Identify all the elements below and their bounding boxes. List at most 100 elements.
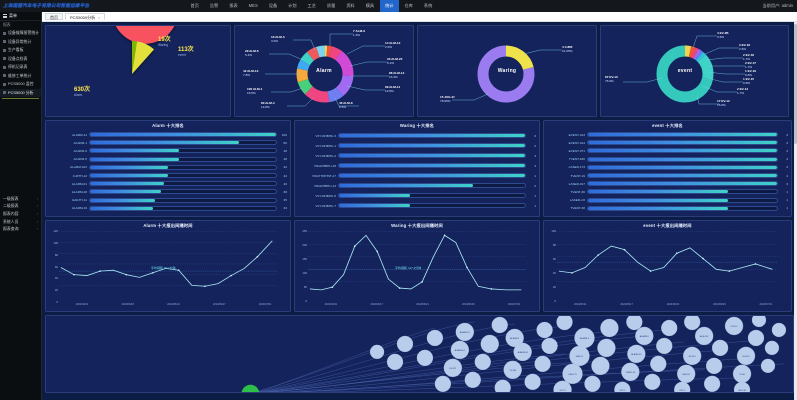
y-tick: 100 bbox=[302, 271, 307, 276]
topnav-item-10[interactable]: 统计 bbox=[379, 0, 399, 12]
table-row[interactable]: TVENT-19 4 bbox=[547, 171, 788, 179]
bar-value: 80 bbox=[283, 140, 287, 145]
table-row[interactable]: LASER-xO 1 bbox=[547, 196, 788, 204]
sidebar-item-2[interactable]: 生产看板 bbox=[0, 46, 41, 55]
alarm-slice-label-1: 14 ALM-12 2.6% bbox=[385, 41, 401, 49]
topnav-item-11[interactable]: 仓库 bbox=[404, 3, 413, 8]
table-row[interactable]: GAILTH-11 35 bbox=[49, 196, 287, 204]
table-row[interactable]: VXY-DNBHU-3 3 bbox=[298, 131, 536, 141]
table-row[interactable]: ALARM-1 80 bbox=[49, 139, 287, 147]
topnav-item-3[interactable]: MES bbox=[248, 3, 258, 8]
x-tick: 2024/06/21 bbox=[416, 303, 429, 306]
table-row[interactable]: EVENT-314 3 bbox=[547, 139, 788, 147]
alarm-donut-center: Alarm bbox=[316, 68, 332, 74]
table-row[interactable]: ALARM-01 40 bbox=[49, 180, 287, 188]
chevron-right-icon: › bbox=[36, 227, 38, 232]
table-row[interactable]: ALARM-102 42 bbox=[49, 163, 287, 171]
bar-fill bbox=[588, 182, 777, 186]
table-row[interactable]: VNGDHBHU-18 3 bbox=[298, 161, 536, 171]
sidebar-item-5[interactable]: 维修工单统计 bbox=[0, 72, 41, 81]
bar-fill bbox=[339, 194, 410, 197]
event-donut-chart: event 4 EV-2B 3.5% 3 EV-19 2.6% 2 EV-18 … bbox=[601, 26, 788, 116]
sidebar-bottom-item-0[interactable]: 一级报表 › bbox=[0, 195, 41, 203]
sidebar-item-4[interactable]: 停机记录表 bbox=[0, 63, 41, 72]
x-tick: 2024/06/11 bbox=[574, 303, 587, 306]
table-row[interactable]: LASER-173 3 bbox=[547, 163, 788, 171]
brand: 上海国望汽车电子有限公司智能运维平台 bbox=[0, 0, 185, 12]
bar-track bbox=[587, 205, 778, 211]
dashboard-row-donuts: 19次 Waring 113次 event 630次 Alarm bbox=[45, 25, 794, 117]
topnav-item-8[interactable]: 资料 bbox=[346, 3, 355, 8]
relation-graph-svg[interactable]: ALARM-11 ALARM-1 ALARM-9 ALARM-5 ALM-102… bbox=[46, 316, 793, 393]
event-slice-label-2: 2 EV-18 1.7% bbox=[743, 53, 755, 61]
close-icon[interactable]: × bbox=[98, 15, 101, 20]
table-row[interactable]: VNGTHOHNT-17 1 bbox=[298, 171, 536, 181]
table-row[interactable]: TVENT-180 4 bbox=[547, 155, 788, 163]
bar-value: 48 bbox=[283, 148, 287, 153]
topnav-item-6[interactable]: 工艺 bbox=[307, 3, 316, 8]
sidebar-item-6[interactable]: PCS5000 监控 bbox=[0, 80, 41, 89]
sidebar-item-1[interactable]: 设备异常统计 bbox=[0, 38, 41, 47]
tab-pcs5000-analysis[interactable]: PCS5000分析 × bbox=[65, 12, 106, 21]
table-row[interactable]: ALARM-19 34 bbox=[49, 204, 287, 212]
table-row[interactable]: EVENT-313 3 bbox=[547, 131, 788, 139]
bar-value: 38 bbox=[283, 189, 287, 194]
sidebar-bottom-item-4[interactable]: 报表查询 › bbox=[0, 225, 41, 233]
table-row[interactable]: VNGDHBHU-13 2 bbox=[298, 181, 536, 191]
svg-text:ALARM-11: ALARM-11 bbox=[460, 331, 471, 334]
bar-track bbox=[89, 156, 277, 162]
bar-track bbox=[587, 140, 778, 146]
x-tick: 2024/06/18 bbox=[121, 303, 134, 306]
topnav-item-12[interactable]: 系统 bbox=[423, 3, 433, 8]
table-row[interactable]: VXY-DNBHU-5 1 bbox=[298, 191, 536, 201]
sidebar-item-7[interactable]: PCS5000 分析 bbox=[0, 88, 41, 97]
table-row[interactable]: ALARM-5 48 bbox=[49, 155, 287, 163]
topnav-item-5[interactable]: 计划 bbox=[288, 3, 297, 8]
event-interval-svg bbox=[557, 231, 778, 282]
svg-text:ALARM-01: ALARM-01 bbox=[455, 349, 466, 352]
table-row[interactable]: TVENT-38 1 bbox=[547, 204, 788, 212]
sidebar-bottom-item-2[interactable]: 报表内容 › bbox=[0, 210, 41, 218]
bar-fill bbox=[339, 204, 410, 207]
table-row[interactable]: VXY-DNBHU-2 3 bbox=[298, 151, 536, 161]
hamburger-icon[interactable] bbox=[3, 14, 7, 18]
bar-track bbox=[587, 173, 778, 179]
sidebar-bottom-item-1[interactable]: 二级报表 › bbox=[0, 203, 41, 211]
table-row[interactable]: ALARM-18 38 bbox=[49, 188, 287, 196]
bar-track bbox=[338, 163, 526, 168]
y-tick: 40 bbox=[54, 276, 58, 281]
sidebar-bottom-item-3[interactable]: 系统人员 › bbox=[0, 218, 41, 226]
y-tick: 100 bbox=[551, 229, 556, 234]
bar-value: 3 bbox=[534, 163, 536, 168]
bar-value: 3 bbox=[534, 133, 536, 138]
table-row[interactable]: VXY-DNBHU-7 1 bbox=[298, 201, 536, 211]
table-row[interactable]: CJZTH-12 42 bbox=[49, 171, 287, 179]
table-row[interactable]: TVENT-36 1 bbox=[547, 188, 788, 196]
topnav-item-7[interactable]: 质量 bbox=[326, 3, 336, 8]
bar-label: EVENT-314 bbox=[568, 140, 585, 145]
topnav-item-1[interactable]: 告警 bbox=[209, 3, 219, 8]
vertical-scrollbar[interactable] bbox=[794, 22, 797, 400]
top-nav: 首页 告警 报表 MES 设备 计划 工艺 质量 资料 模具 统计 仓库 系统 bbox=[185, 0, 763, 12]
bar-label: GAILTH-11 bbox=[71, 198, 87, 203]
table-row[interactable]: ALARM-9 48 bbox=[49, 147, 287, 155]
sidebar-item-3[interactable]: 设备点检表 bbox=[0, 55, 41, 64]
scrollbar-thumb[interactable] bbox=[794, 24, 797, 144]
table-row[interactable]: LASER-017 3 bbox=[547, 180, 788, 188]
topnav-item-2[interactable]: 报表 bbox=[229, 3, 238, 8]
svg-text:CJZ-12: CJZ-12 bbox=[731, 326, 739, 328]
sidebar-item-0[interactable]: 设备故障报警统计 bbox=[0, 29, 41, 38]
svg-text:TV-36: TV-36 bbox=[739, 374, 745, 376]
bar-value: 35 bbox=[283, 198, 287, 203]
topnav-item-0[interactable]: 首页 bbox=[190, 3, 199, 8]
table-row[interactable]: ALARM-11 100 bbox=[49, 131, 287, 139]
topnav-item-4[interactable]: 设备 bbox=[268, 3, 278, 8]
table-row[interactable]: EVENT-371 3 bbox=[547, 147, 788, 155]
tab-home[interactable]: 首页 bbox=[45, 12, 63, 21]
topnav-item-9[interactable]: 模具 bbox=[365, 3, 375, 8]
list-icon bbox=[3, 57, 6, 61]
card-overview-pie: 19次 Waring 113次 event 630次 Alarm bbox=[45, 25, 231, 117]
table-row[interactable]: VXY-DNBHU-1 2 bbox=[298, 141, 536, 151]
main-content: 首页 PCS5000分析 × bbox=[42, 12, 797, 400]
sidebar-header[interactable]: 菜单 bbox=[0, 12, 41, 21]
